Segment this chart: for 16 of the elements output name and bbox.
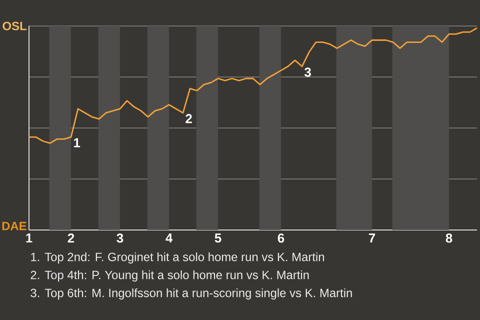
x-tick-label: 4 [166,234,173,242]
x-tick-label: 1 [26,234,32,242]
x-tick-label: 5 [214,234,222,243]
x-tick-label: 3 [116,234,124,243]
text: 3. Top 6th: M. Ingolfsson hit a run-scoring single vs K. Martin [30,288,352,300]
annotation: 3 [304,68,311,77]
annotation: 1 [74,138,80,148]
x-tick-label: 6 [278,234,284,243]
text: OSL [2,22,26,30]
x-tick-label: 2 [68,234,74,243]
text: DAE [2,222,26,230]
annotation: 2 [186,114,192,124]
text: 2. Top 4th: P. Young hit a solo home run vs K. Martin [30,270,309,282]
x-tick-label: 8 [446,234,452,243]
text: 1. Top 2nd: F. Groginet hit a solo home run vs K. Martin [31,252,324,264]
x-tick-label: 7 [368,234,376,242]
